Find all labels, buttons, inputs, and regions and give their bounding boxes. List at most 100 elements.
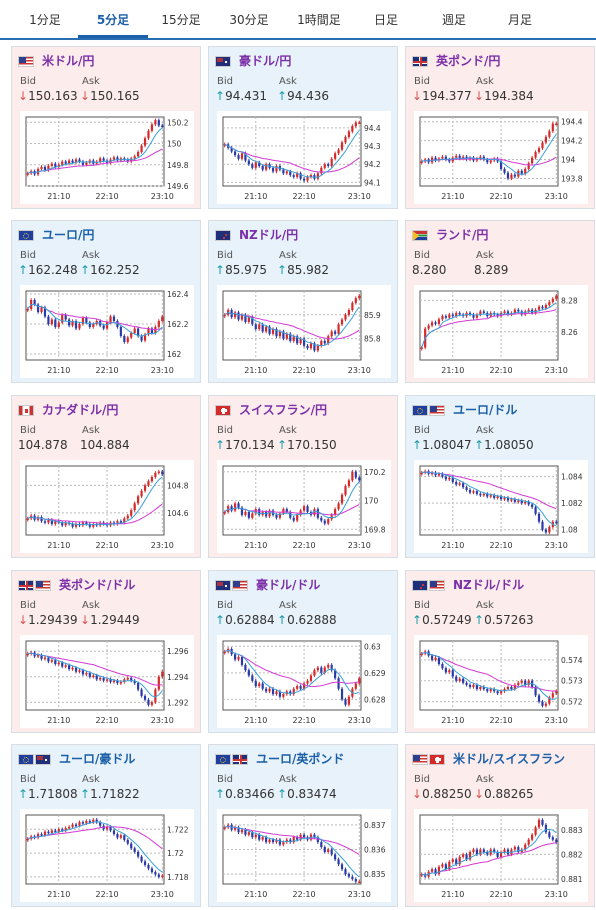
ma-long-line [224, 143, 360, 173]
candle-body [541, 306, 544, 309]
tab-2[interactable]: 15分足 [161, 13, 201, 27]
mini-chart[interactable]: 21:10 22:10 23:10 170.2 170 169.8 [217, 460, 391, 553]
tab-5[interactable]: 日足 [373, 13, 398, 27]
candle-body [437, 473, 441, 476]
tab-6[interactable]: 週足 [441, 13, 466, 27]
rate-card[interactable]: 米ドル/スイスフラン Bid Ask ↓0.88250 ↓0.88265 21:10 22:… [405, 744, 595, 907]
y-tick-label: 85.8 [364, 335, 381, 344]
pair-title[interactable]: NZドル/円 [239, 228, 299, 242]
candle-body [493, 689, 496, 692]
mini-chart[interactable]: 21:10 22:10 23:10 0.574 0.573 0.572 [414, 635, 588, 728]
candle-body [520, 170, 523, 174]
pair-title[interactable]: 英ポンド/ドル [59, 578, 136, 592]
pair-title[interactable]: ランド/円 [436, 228, 489, 242]
mini-chart[interactable]: 21:10 22:10 23:10 0.883 0.882 0.881 [414, 809, 588, 902]
mini-chart[interactable]: 21:10 22:10 23:10 85.9 85.8 [217, 285, 391, 378]
mini-chart[interactable]: 21:10 22:10 23:10 1.084 1.082 1.08 [414, 460, 588, 553]
pair-title[interactable]: ユーロ/円 [42, 228, 95, 242]
rate-card[interactable]: ユーロ/ドル Bid Ask ↑1.08047 ↑1.08050 21:10 22:10 23… [405, 395, 595, 558]
pair-title[interactable]: 英ポンド/円 [436, 54, 501, 68]
rate-card[interactable]: 英ポンド/円 Bid Ask ↓194.377 ↓194.384 21:10 22:10 23… [405, 46, 595, 209]
mini-chart[interactable]: 21:10 22:10 23:10 0.837 0.836 0.835 [217, 809, 391, 902]
rate-card[interactable]: ユーロ/円 Bid Ask ↑162.248 ↑162.252 21:10 22:10 23:… [11, 220, 201, 383]
candle-body [544, 305, 548, 309]
candle-body [85, 318, 88, 323]
rate-card[interactable]: カナダドル/円 Bid Ask 104.878 104.884 21:10 22:10 23:… [11, 395, 201, 558]
tab-0[interactable]: 1分足 [29, 13, 61, 27]
candle-body [510, 687, 513, 690]
pair-title[interactable]: ユーロ/豪ドル [59, 752, 136, 766]
candle-body [479, 687, 482, 690]
ask-label: Ask [279, 425, 297, 436]
mini-chart[interactable]: 21:10 22:10 23:10 150.2 150 149.8 149.6 [20, 111, 194, 204]
candle-body [534, 687, 537, 696]
candle-body [43, 307, 47, 317]
x-tick-label: 22:10 [293, 890, 316, 899]
candle-body [105, 322, 109, 329]
y-tick-label: 94.1 [364, 178, 381, 187]
candle-body [344, 869, 347, 875]
candle-body [126, 515, 129, 519]
mini-chart[interactable]: 21:10 22:10 23:10 8.28 8.26 [414, 285, 588, 378]
candle-body [292, 688, 295, 695]
rate-card[interactable]: 豪ドル/円 Bid Ask ↑94.431 ↑94.436 21:10 22:10 23:10… [208, 46, 398, 209]
candle-body [358, 477, 361, 481]
mini-chart[interactable]: 21:10 22:10 23:10 194.4 194.2 194 193.8 [414, 111, 588, 204]
pair-title[interactable]: カナダドル/円 [42, 403, 119, 417]
pair-title[interactable]: スイスフラン/円 [239, 403, 328, 417]
rate-card[interactable]: スイスフラン/円 Bid Ask ↑170.134 ↑170.150 21:10 22:10… [208, 395, 398, 558]
mini-chart[interactable]: 21:10 22:10 23:10 0.63 0.629 0.628 [217, 635, 391, 728]
tab-1[interactable]: 5分足 [78, 0, 148, 38]
pair-title[interactable]: 豪ドル/ドル [256, 578, 321, 592]
x-tick-label: 21:10 [47, 192, 70, 201]
rate-card[interactable]: NZドル/円 Bid Ask ↑85.975 ↑85.982 21:10 22:10 23:1… [208, 220, 398, 383]
mini-chart[interactable]: 21:10 22:10 23:10 1.722 1.72 1.718 [20, 809, 194, 902]
rate-card[interactable]: 英ポンド/ドル Bid Ask ↓1.29439 ↓1.29449 21:10 22:10 2… [11, 570, 201, 733]
x-tick-label: 23:10 [545, 890, 568, 899]
ma-long-line [27, 148, 163, 174]
pair-title[interactable]: ユーロ/英ポンド [256, 752, 345, 766]
rate-card[interactable]: NZドル/ドル Bid Ask ↑0.57249 ↑0.57263 21:10 22:10 2… [405, 570, 595, 733]
rate-card[interactable]: ユーロ/英ポンド Bid Ask ↑0.83466 ↑0.83474 21:10 22:10… [208, 744, 398, 907]
candle-body [26, 838, 29, 841]
candle-body [161, 316, 164, 321]
candle-body [282, 331, 285, 339]
card-header: NZドル/円 [215, 227, 298, 243]
pair-title[interactable]: ユーロ/ドル [453, 403, 518, 417]
tab-4[interactable]: 1時間足 [297, 13, 341, 27]
candle-body [541, 142, 544, 149]
pair-title[interactable]: NZドル/ドル [453, 578, 525, 592]
candle-body [251, 317, 254, 325]
tab-7[interactable]: 月足 [507, 13, 532, 27]
rate-card[interactable]: 米ドル/円 Bid Ask ↓150.163 ↓150.165 21:10 22:10 23:… [11, 46, 201, 209]
candle-body [126, 839, 129, 844]
x-tick-label: 23:10 [545, 541, 568, 550]
timeframe-tabs: 1分足 5分足 15分足 30分足 1時間足 日足 週足 月足 [0, 0, 596, 40]
pair-title[interactable]: 米ドル/円 [42, 54, 95, 68]
candle-body [130, 678, 133, 681]
candle-body [327, 336, 330, 344]
candle-body [233, 827, 237, 830]
candle-body [64, 828, 67, 831]
candle-body [254, 162, 257, 168]
mini-chart[interactable]: 21:10 22:10 23:10 1.296 1.294 1.292 [20, 635, 194, 728]
tab-3[interactable]: 30分足 [229, 13, 269, 27]
candle-body [88, 672, 91, 677]
mini-chart[interactable]: 21:10 22:10 23:10 94.4 94.3 94.2 94.1 [217, 111, 391, 204]
pair-title[interactable]: 米ドル/スイスフラン [453, 752, 566, 766]
x-tick-label: 22:10 [293, 716, 316, 725]
candle-body [503, 689, 506, 692]
candle-body [119, 835, 122, 838]
candlestick-chart: 21:10 22:10 23:10 0.574 0.573 0.572 [419, 640, 583, 725]
mini-chart[interactable]: 21:10 22:10 23:10 162.4 162.2 162 [20, 285, 194, 378]
rate-card[interactable]: 豪ドル/ドル Bid Ask ↑0.62884 ↑0.62888 21:10 22:10 23… [208, 570, 398, 733]
candle-body [448, 861, 451, 870]
mini-chart[interactable]: 21:10 22:10 23:10 104.8 104.6 [20, 460, 194, 553]
candle-body [26, 173, 29, 175]
pair-title[interactable]: 豪ドル/円 [239, 54, 292, 68]
candle-body [265, 326, 268, 332]
rate-card[interactable]: ユーロ/豪ドル Bid Ask ↑1.71808 ↑1.71822 21:10 22:10 2… [11, 744, 201, 907]
candle-body [468, 489, 472, 493]
rate-card[interactable]: ランド/円 Bid Ask 8.280 8.289 21:10 22:10 23:10 8.28… [405, 220, 595, 383]
ma-short-line [27, 821, 163, 873]
